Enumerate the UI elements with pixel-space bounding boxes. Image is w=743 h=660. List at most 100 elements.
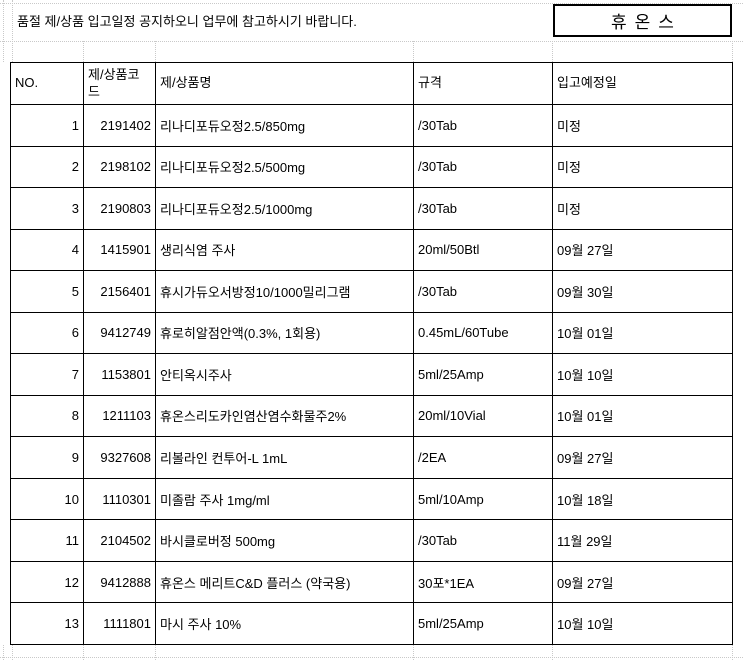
arrival-schedule-table: NO. 제/상품코드 제/상품명 규격 입고예정일 1 2191402 리나디포듀오정2.5… — [10, 62, 733, 645]
gridline — [83, 41, 84, 62]
header-cell-name[interactable]: 제/상품명 — [155, 62, 414, 105]
company-name-cell[interactable]: 휴온스 — [553, 4, 732, 37]
cell-due[interactable]: 09월 27일 — [552, 228, 733, 272]
cell-due[interactable]: 10월 10일 — [552, 353, 733, 396]
cell-no[interactable]: 2 — [10, 145, 84, 189]
table-row: 10 1110301 미졸람 주사 1mg/ml 5ml/10Amp 10월 18일 — [10, 477, 733, 521]
cell-code[interactable]: 9412888 — [83, 560, 156, 604]
cell-due[interactable]: 09월 30일 — [552, 270, 733, 313]
gridline — [0, 41, 743, 42]
cell-spec[interactable]: /30Tab — [413, 519, 553, 562]
gridline — [3, 645, 4, 660]
table-row: 8 1211103 휴온스리도카인염산염수화물주2% 20ml/10Vial 10월 0… — [10, 394, 733, 438]
cell-due[interactable]: 미정 — [552, 145, 733, 189]
cell-due[interactable]: 미정 — [552, 104, 733, 147]
cell-no[interactable]: 7 — [10, 353, 84, 396]
table-row: 11 2104502 바시클로버정 500mg/30Tab 11월 29일 — [10, 519, 733, 562]
cell-no[interactable]: 13 — [10, 602, 84, 645]
cell-code[interactable]: 2198102 — [83, 145, 156, 189]
gridline — [413, 645, 414, 660]
cell-spec[interactable]: 5ml/25Amp — [413, 602, 553, 645]
cell-due[interactable]: 11월 29일 — [552, 519, 733, 562]
notice-cell[interactable]: 품절 제/상품 입고일정 공지하오니 업무에 참고하시기 바랍니다. — [17, 14, 357, 29]
cell-name[interactable]: 안티옥시주사 — [155, 353, 414, 396]
cell-due[interactable]: 10월 10일 — [552, 602, 733, 645]
table-row: 2 2198102 리나디포듀오정2.5/500mg/30Tab 미정 — [10, 145, 733, 189]
gridline — [732, 41, 733, 62]
cell-name[interactable]: 휴시가듀오서방정10/1000밀리그램 — [155, 270, 414, 313]
cell-code[interactable]: 2156401 — [83, 270, 156, 313]
cell-name[interactable]: 리나디포듀오정2.5/500mg — [155, 145, 414, 189]
cell-name[interactable]: 미졸람 주사 1mg/ml — [155, 477, 414, 521]
cell-no[interactable]: 8 — [10, 394, 84, 438]
cell-spec[interactable]: 5ml/25Amp — [413, 353, 553, 396]
cell-code[interactable]: 2190803 — [83, 187, 156, 230]
cell-no[interactable]: 4 — [10, 228, 84, 272]
cell-spec[interactable]: 0.45mL/60Tube — [413, 311, 553, 355]
gridline — [12, 645, 13, 660]
table-row: 12 9412888 휴온스 메리트C&D 플러스 (약국용) 30포*1EA 09월 … — [10, 560, 733, 604]
table-row: 5 2156401 휴시가듀오서방정10/1000밀리그램/30Tab 09월 30일 — [10, 270, 733, 313]
cell-code[interactable]: 1111801 — [83, 602, 156, 645]
cell-no[interactable]: 1 — [10, 104, 84, 147]
gridline — [155, 645, 156, 660]
cell-spec[interactable]: /30Tab — [413, 187, 553, 230]
table-row: 3 2190803 리나디포듀오정2.5/1000mg/30Tab 미정 — [10, 187, 733, 230]
cell-name[interactable]: 리나디포듀오정2.5/850mg — [155, 104, 414, 147]
cell-name[interactable]: 리볼라인 컨투어-L 1mL — [155, 436, 414, 479]
header-cell-code[interactable]: 제/상품코드 — [83, 62, 156, 105]
cell-spec[interactable]: /30Tab — [413, 104, 553, 147]
gridline — [732, 645, 733, 660]
cell-no[interactable]: 6 — [10, 311, 84, 355]
cell-name[interactable]: 리나디포듀오정2.5/1000mg — [155, 187, 414, 230]
cell-code[interactable]: 1153801 — [83, 353, 156, 396]
table-row: 4 1415901 생리식염 주사 20ml/50Btl 09월 27일 — [10, 228, 733, 272]
table-body: 1 2191402 리나디포듀오정2.5/850mg/30Tab 미정 2 2198102… — [10, 104, 733, 645]
cell-due[interactable]: 10월 18일 — [552, 477, 733, 521]
cell-code[interactable]: 9327608 — [83, 436, 156, 479]
cell-spec[interactable]: 5ml/10Amp — [413, 477, 553, 521]
cell-no[interactable]: 9 — [10, 436, 84, 479]
cell-code[interactable]: 9412749 — [83, 311, 156, 355]
cell-name[interactable]: 휴온스 메리트C&D 플러스 (약국용) — [155, 560, 414, 604]
gridline — [552, 41, 553, 62]
cell-due[interactable]: 10월 01일 — [552, 311, 733, 355]
gridline — [155, 41, 156, 62]
gridline — [413, 41, 414, 62]
cell-spec[interactable]: 20ml/10Vial — [413, 394, 553, 438]
cell-spec[interactable]: /30Tab — [413, 270, 553, 313]
cell-no[interactable]: 5 — [10, 270, 84, 313]
cell-spec[interactable]: 30포*1EA — [413, 560, 553, 604]
cell-no[interactable]: 3 — [10, 187, 84, 230]
cell-name[interactable]: 휴로히알점안액(0.3%, 1회용) — [155, 311, 414, 355]
table-row: 9 9327608 리볼라인 컨투어-L 1mL/2EA 09월 27일 — [10, 436, 733, 479]
cell-due[interactable]: 미정 — [552, 187, 733, 230]
header-cell-no[interactable]: NO. — [10, 62, 84, 105]
gridline — [12, 0, 13, 62]
cell-no[interactable]: 10 — [10, 477, 84, 521]
cell-due[interactable]: 10월 01일 — [552, 394, 733, 438]
cell-spec[interactable]: /30Tab — [413, 145, 553, 189]
cell-name[interactable]: 휴온스리도카인염산염수화물주2% — [155, 394, 414, 438]
cell-no[interactable]: 12 — [10, 560, 84, 604]
cell-spec[interactable]: 20ml/50Btl — [413, 228, 553, 272]
cell-due[interactable]: 09월 27일 — [552, 560, 733, 604]
header-cell-due[interactable]: 입고예정일 — [552, 62, 733, 105]
cell-code[interactable]: 1415901 — [83, 228, 156, 272]
cell-name[interactable]: 생리식염 주사 — [155, 228, 414, 272]
cell-code[interactable]: 1110301 — [83, 477, 156, 521]
cell-code[interactable]: 2104502 — [83, 519, 156, 562]
gridline — [552, 645, 553, 660]
table-row: 13 1111801 마시 주사 10% 5ml/25Amp 10월 10일 — [10, 602, 733, 645]
cell-name[interactable]: 마시 주사 10% — [155, 602, 414, 645]
cell-spec[interactable]: /2EA — [413, 436, 553, 479]
cell-due[interactable]: 09월 27일 — [552, 436, 733, 479]
cell-no[interactable]: 11 — [10, 519, 84, 562]
table-row: 7 1153801 안티옥시주사 5ml/25Amp 10월 10일 — [10, 353, 733, 396]
cell-code[interactable]: 2191402 — [83, 104, 156, 147]
cell-name[interactable]: 바시클로버정 500mg — [155, 519, 414, 562]
header-cell-spec[interactable]: 규격 — [413, 62, 553, 105]
cell-code[interactable]: 1211103 — [83, 394, 156, 438]
table-row: 6 9412749 휴로히알점안액(0.3%, 1회용) 0.45mL/60Tube 1… — [10, 311, 733, 355]
